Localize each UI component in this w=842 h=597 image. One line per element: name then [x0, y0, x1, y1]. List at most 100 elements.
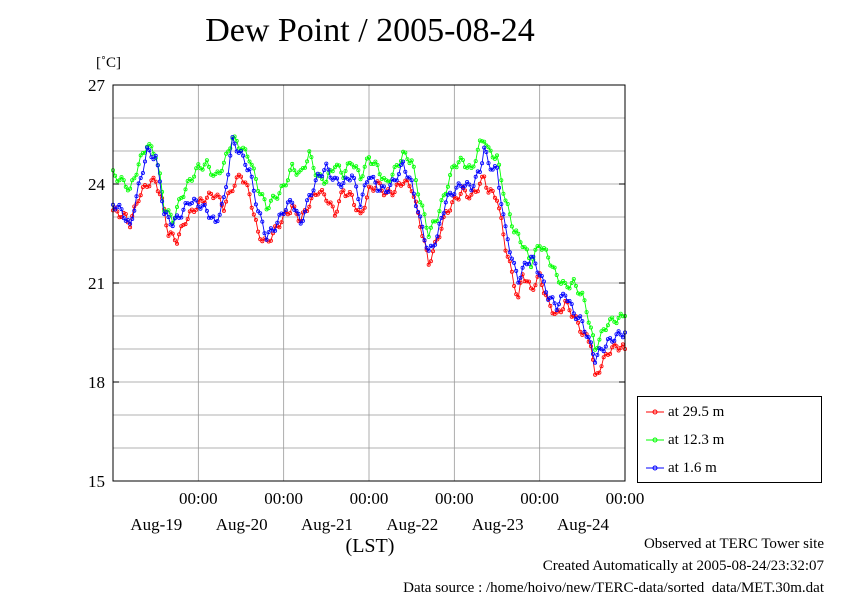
series-point-1	[183, 187, 188, 192]
series-point-1	[580, 290, 585, 295]
series-point-2	[326, 167, 331, 172]
series-point-0	[467, 196, 472, 201]
series-point-2	[202, 202, 207, 207]
series-point-2	[512, 260, 517, 265]
series-point-0	[603, 351, 608, 356]
series-point-2	[520, 265, 525, 270]
series-point-2	[334, 176, 339, 181]
series-point-1	[311, 165, 316, 170]
legend-item-12-3m: at 12.3 m	[646, 430, 724, 450]
chart-title: Dew Point / 2005-08-24	[205, 12, 535, 49]
series-point-1	[366, 155, 371, 160]
series-point-2	[354, 184, 359, 189]
series-point-1	[546, 255, 551, 260]
series-point-0	[277, 225, 282, 230]
series-point-2	[445, 192, 450, 197]
series-point-2	[153, 153, 158, 158]
series-point-2	[264, 237, 269, 242]
series-point-2	[142, 159, 147, 164]
series-point-2	[490, 167, 495, 172]
series-point-1	[398, 158, 403, 163]
series-point-2	[595, 352, 600, 357]
series-point-2	[275, 220, 280, 225]
series-point-0	[320, 187, 325, 192]
series-point-0	[337, 199, 342, 204]
series-point-1	[599, 329, 604, 334]
series-point-2	[407, 175, 412, 180]
series-point-0	[224, 199, 229, 204]
series-point-0	[561, 307, 566, 312]
series-point-1	[256, 188, 261, 193]
series-point-2	[121, 216, 126, 221]
series-point-2	[183, 201, 188, 206]
series-point-1	[405, 157, 410, 162]
series-point-0	[396, 181, 401, 186]
series-point-2	[381, 184, 386, 189]
series-point-2	[584, 334, 589, 339]
series-point-2	[535, 270, 540, 275]
series-point-0	[145, 184, 150, 189]
series-point-1	[281, 183, 286, 188]
series-point-1	[522, 245, 527, 250]
series-point-2	[386, 189, 391, 194]
series-point-2	[565, 299, 570, 304]
series-point-1	[601, 327, 606, 332]
x-tick-time: 00:00	[264, 489, 303, 508]
series-point-2	[358, 204, 363, 209]
series-point-2	[268, 226, 273, 231]
series-point-1	[403, 150, 408, 155]
series-point-1	[597, 337, 602, 342]
series-point-2	[441, 211, 446, 216]
series-point-2	[580, 319, 585, 324]
series-point-1	[443, 191, 448, 196]
series-point-0	[360, 209, 365, 214]
series-point-0	[138, 193, 143, 198]
series-point-0	[123, 211, 128, 216]
series-point-2	[559, 294, 564, 299]
series-point-1	[591, 333, 596, 338]
series-point-2	[616, 329, 621, 334]
series-point-1	[535, 244, 540, 249]
series-point-0	[204, 195, 209, 200]
series-point-1	[309, 155, 314, 160]
series-point-0	[366, 184, 371, 189]
series-point-0	[247, 192, 252, 197]
series-point-2	[328, 175, 333, 180]
series-point-1	[458, 155, 463, 160]
series-point-2	[288, 197, 293, 202]
series-point-1	[260, 192, 265, 197]
series-point-1	[582, 298, 587, 303]
series-point-2	[435, 234, 440, 239]
series-point-0	[251, 212, 256, 217]
x-tick-date: Aug-19	[130, 515, 182, 534]
footer-created: Created Automatically at 2005-08-24/23:3…	[542, 558, 824, 574]
series-point-2	[140, 170, 145, 175]
series-point-0	[362, 205, 367, 210]
y-tick-label: 27	[88, 76, 106, 95]
series-point-2	[317, 173, 322, 178]
series-point-0	[426, 262, 431, 267]
series-point-2	[174, 213, 179, 218]
series-point-0	[499, 215, 504, 220]
series-point-0	[580, 332, 585, 337]
series-point-1	[121, 178, 126, 183]
series-point-1	[529, 265, 534, 270]
series-point-1	[565, 285, 570, 290]
series-point-2	[230, 135, 235, 140]
legend-label: at 1.6 m	[668, 459, 717, 476]
series-point-0	[477, 181, 482, 186]
series-point-1	[561, 278, 566, 283]
series-point-0	[332, 213, 337, 218]
series-point-2	[409, 178, 414, 183]
series-point-2	[292, 207, 297, 212]
series-point-2	[366, 176, 371, 181]
series-point-1	[488, 148, 493, 153]
series-point-1	[477, 138, 482, 143]
series-point-0	[605, 352, 610, 357]
series-point-0	[550, 311, 555, 316]
series-point-1	[454, 165, 459, 170]
series-point-0	[480, 174, 485, 179]
legend: at 29.5 m at 12.3 m at 1.6 m	[637, 396, 822, 483]
series-point-1	[343, 168, 348, 173]
